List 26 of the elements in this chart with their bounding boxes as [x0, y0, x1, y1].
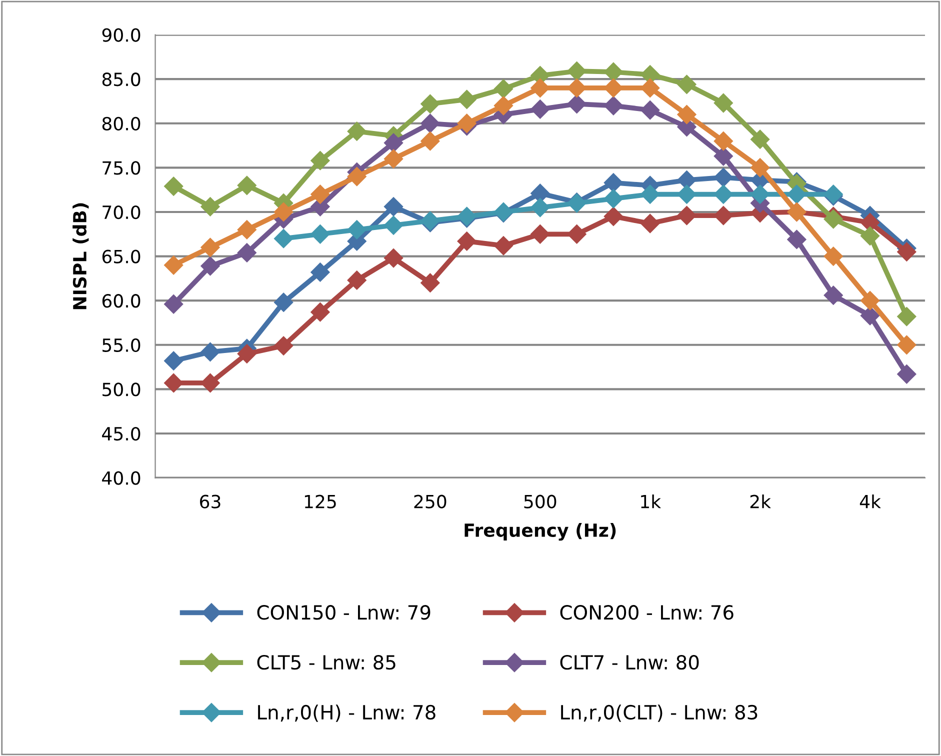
y-tick-label: 40.0	[102, 471, 140, 485]
legend-label: Ln,r,0(CLT) - Lnw: 83	[561, 704, 758, 722]
x-tick-label: 1k	[641, 494, 662, 508]
y-tick-label: 75.0	[102, 161, 140, 175]
legend-label: Ln,r,0(H) - Lnw: 78	[258, 704, 436, 722]
y-tick-label: 55.0	[102, 338, 140, 352]
x-tick-label: 2k	[750, 494, 771, 508]
legend-label: CON200 - Lnw: 76	[560, 605, 734, 620]
y-tick-label: 70.0	[102, 205, 140, 220]
x-tick-label: 125	[304, 494, 336, 508]
y-tick-label: 45.0	[102, 426, 140, 441]
x-tick-label: 250	[414, 494, 446, 508]
y-tick-label: 50.0	[102, 382, 140, 396]
y-tick-label: 65.0	[102, 250, 140, 264]
y-tick-label: 80.0	[102, 116, 140, 130]
legend-label: CON150 - Lnw: 79	[257, 605, 430, 620]
y-tick-label: 85.0	[102, 72, 140, 86]
y-axis-title: NISPL (dB)	[72, 203, 89, 310]
legend-label: CLT7 - Lnw: 80	[560, 654, 699, 670]
x-tick-label: 4k	[860, 494, 881, 508]
y-tick-label: 60.0	[102, 294, 140, 308]
x-axis-title: Frequency (Hz)	[464, 523, 616, 541]
y-tick-label: 90.0	[102, 28, 140, 42]
x-tick-label: 63	[200, 494, 220, 508]
legend-label: CLT5 - Lnw: 85	[257, 654, 396, 670]
x-tick-label: 500	[524, 494, 556, 508]
